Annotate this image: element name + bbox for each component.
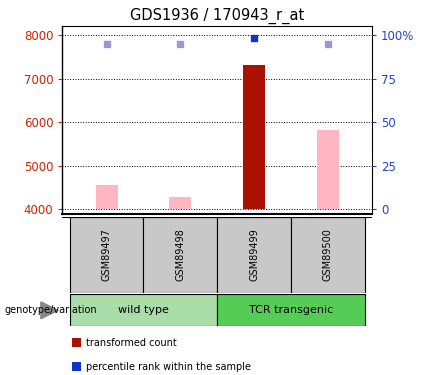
Text: transformed count: transformed count xyxy=(86,338,177,348)
Bar xyxy=(70,294,217,326)
Text: GSM89500: GSM89500 xyxy=(323,228,333,281)
Bar xyxy=(95,185,118,209)
Bar xyxy=(72,362,80,371)
Title: GDS1936 / 170943_r_at: GDS1936 / 170943_r_at xyxy=(130,7,304,24)
Text: GSM89498: GSM89498 xyxy=(175,229,185,281)
Bar xyxy=(144,217,217,292)
Text: percentile rank within the sample: percentile rank within the sample xyxy=(86,363,251,372)
Polygon shape xyxy=(41,302,58,319)
Bar xyxy=(316,130,339,209)
Bar xyxy=(243,64,265,209)
Text: genotype/variation: genotype/variation xyxy=(4,305,97,315)
Text: GSM89497: GSM89497 xyxy=(101,228,111,281)
Text: TCR transgenic: TCR transgenic xyxy=(249,305,333,315)
Text: wild type: wild type xyxy=(118,305,169,315)
Bar xyxy=(217,217,291,292)
Bar xyxy=(72,338,80,346)
Bar xyxy=(291,217,365,292)
Bar xyxy=(217,294,365,326)
Bar xyxy=(70,217,144,292)
Bar xyxy=(169,197,191,209)
Text: GSM89499: GSM89499 xyxy=(249,229,259,281)
